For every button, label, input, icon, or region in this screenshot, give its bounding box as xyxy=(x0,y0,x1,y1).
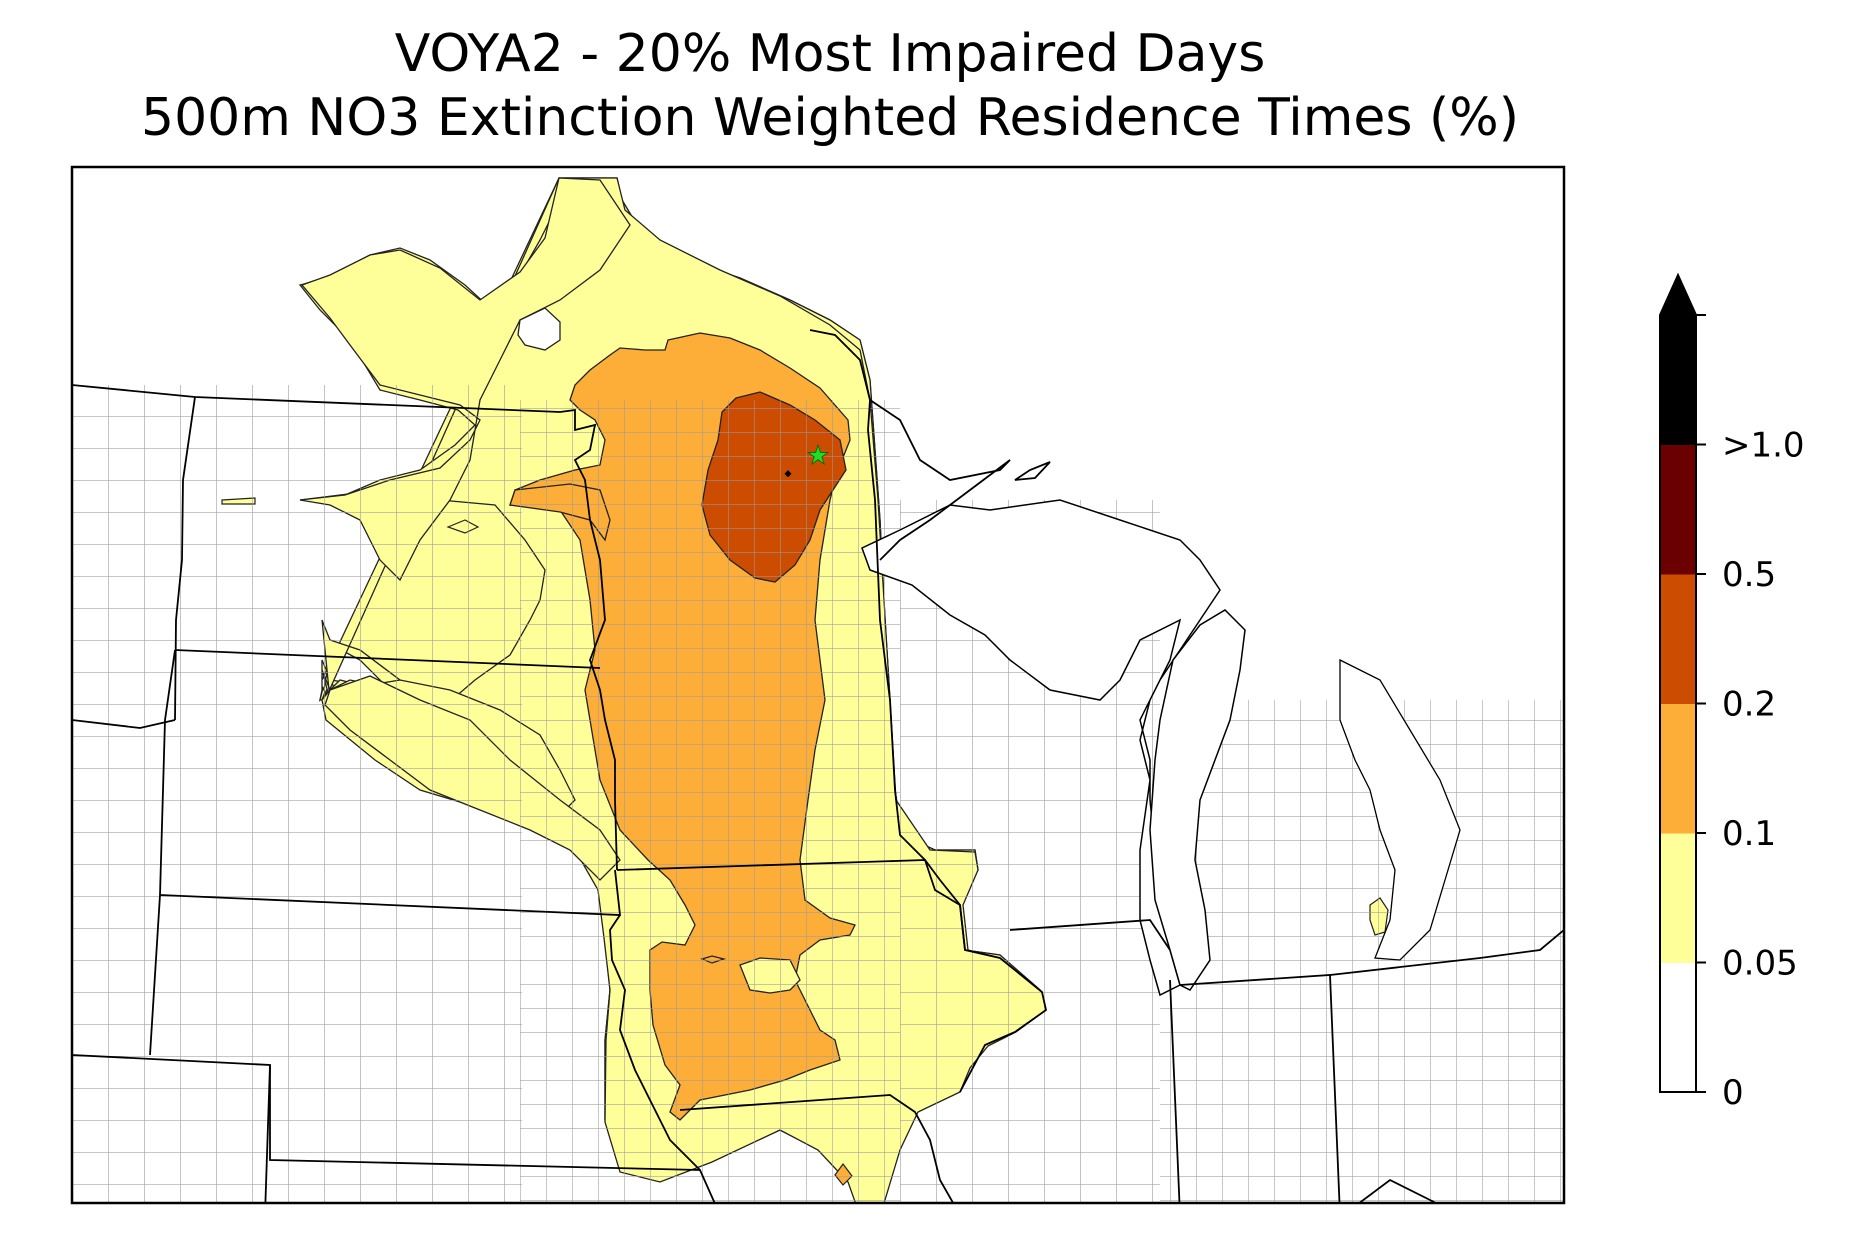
colorbar-segment xyxy=(1660,962,1696,1093)
plot-frame xyxy=(70,165,1566,1205)
colorbar-segment xyxy=(1660,833,1696,963)
contour-005-lake-hole xyxy=(517,307,561,351)
colorbar-segment xyxy=(1660,444,1696,575)
map-title: VOYA2 - 20% Most Impaired Days 500m NO3 … xyxy=(0,22,1660,150)
colorbar: 0 0.05 0.1 0.2 0.5 >1.0 xyxy=(1659,272,1805,1113)
colorbar-tick-label: 0.5 xyxy=(1722,555,1776,595)
diamond-marker-icon xyxy=(784,470,792,478)
colorbar-tick-label: >1.0 xyxy=(1722,426,1805,466)
colorbar-segment xyxy=(1660,703,1696,834)
colorbar-segment xyxy=(1660,315,1696,445)
title-line-1: VOYA2 - 20% Most Impaired Days xyxy=(394,24,1266,84)
colorbar-tick-label: 0.05 xyxy=(1722,944,1798,984)
title-line-2: 500m NO3 Extinction Weighted Residence T… xyxy=(141,88,1519,148)
colorbar-segment xyxy=(1660,574,1696,704)
colorbar-tick-label: 0.2 xyxy=(1722,685,1776,725)
colorbar-tick-label: 0.1 xyxy=(1722,814,1776,854)
county-lines xyxy=(72,385,1564,1203)
colorbar-tick-label: 0 xyxy=(1722,1073,1744,1113)
state-borders xyxy=(72,329,1564,1203)
colorbar-extend-arrow xyxy=(1660,275,1696,315)
star-icon: ★ xyxy=(806,441,829,471)
